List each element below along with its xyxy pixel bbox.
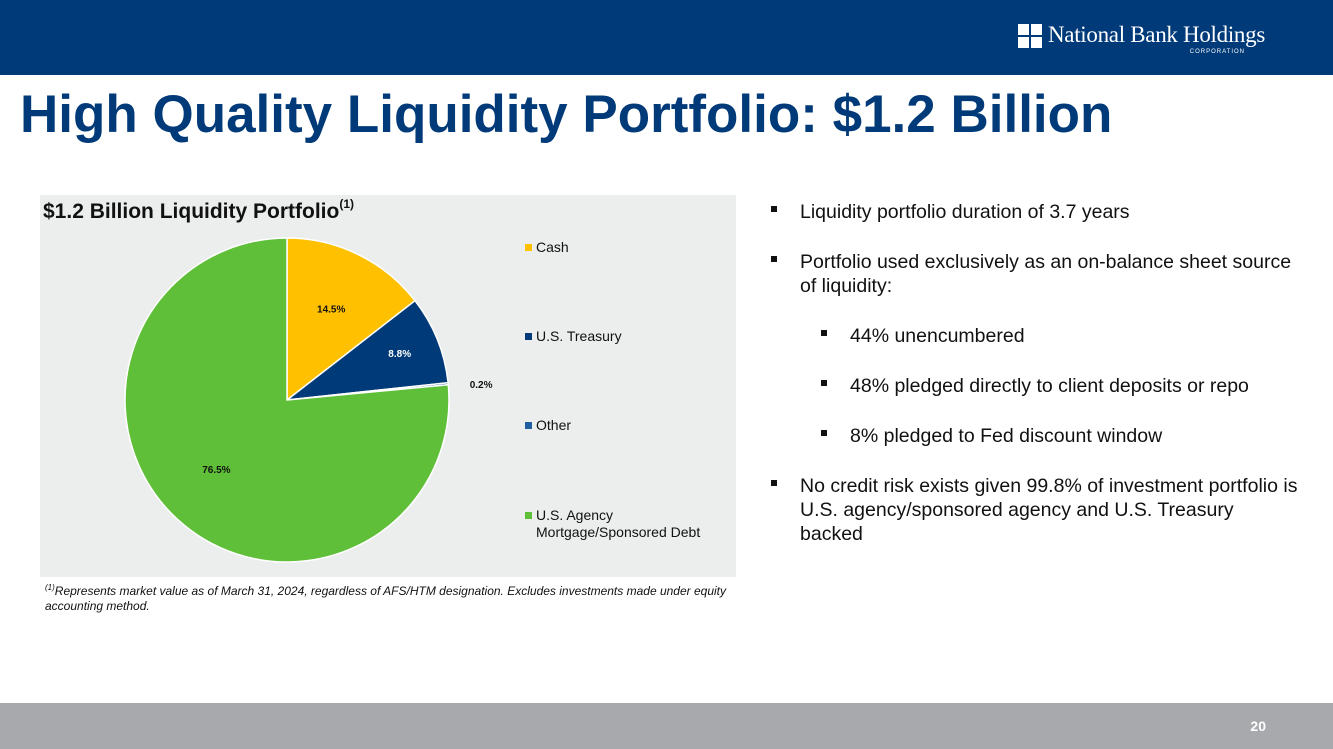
legend-swatch (525, 512, 532, 519)
bullet-list: Liquidity portfolio duration of 3.7 year… (770, 200, 1300, 546)
page-title: High Quality Liquidity Portfolio: $1.2 B… (20, 85, 1113, 144)
square-bullet-icon (821, 330, 827, 336)
bullet-text: Portfolio used exclusively as an on-bala… (800, 251, 1292, 297)
footnote-text: Represents market value as of March 31, … (45, 584, 727, 613)
pie-slice-4 (124, 237, 450, 563)
chart-title: $1.2 Billion Liquidity Portfolio(1) (43, 197, 355, 224)
footnote: (1)Represents market value as of March 3… (45, 584, 735, 614)
bullet-item: Liquidity portfolio duration of 3.7 year… (770, 200, 1300, 224)
pie-data-label: 76.5% (202, 465, 230, 476)
square-bullet-icon (771, 256, 777, 262)
legend-swatch (525, 422, 532, 429)
page-number: 20 (1250, 718, 1266, 734)
legend-swatch (525, 244, 532, 251)
sub-bullet-item: 8% pledged to Fed discount window (770, 424, 1300, 448)
bullet-text: No credit risk exists given 99.8% of inv… (800, 475, 1298, 545)
bullet-text: 8% pledged to Fed discount window (850, 425, 1163, 447)
footnote-marker: (1) (45, 583, 55, 592)
company-logo: National Bank Holdings CORPORATION (1018, 22, 1265, 56)
pie-slice-2 (286, 299, 449, 401)
sub-bullet-item: 44% unencumbered (770, 324, 1300, 348)
legend-item: U.S. Treasury (525, 328, 716, 345)
pie-data-label: 14.5% (317, 304, 345, 315)
chart-title-superscript: (1) (339, 197, 355, 211)
bullet-text: Liquidity portfolio duration of 3.7 year… (800, 201, 1130, 223)
legend-item: U.S. Agency Mortgage/Sponsored Debt (525, 507, 716, 541)
legend-label: U.S. Agency Mortgage/Sponsored Debt (536, 507, 701, 540)
four-square-logo-icon (1018, 24, 1042, 48)
square-bullet-icon (771, 206, 777, 212)
logo-subtitle: CORPORATION (1189, 49, 1245, 55)
pie-slice-1 (286, 237, 416, 401)
pie-chart-panel: 14.5% 8.8% 0.2% 76.5% $1.2 Billion Liquidit… (40, 195, 736, 577)
footer-bar: 20 (0, 703, 1333, 749)
bullet-text: 44% unencumbered (850, 325, 1025, 347)
legend-swatch (525, 333, 532, 340)
square-bullet-icon (771, 480, 777, 486)
square-bullet-icon (821, 380, 827, 386)
pie-data-label: 0.2% (470, 380, 493, 391)
square-bullet-icon (821, 430, 827, 436)
chart-title-text: $1.2 Billion Liquidity Portfolio (43, 200, 340, 223)
legend-item: Cash (525, 239, 716, 256)
legend-label: Other (536, 417, 572, 433)
pie-data-label: 8.8% (388, 349, 411, 360)
logo-name: National Bank Holdings (1048, 22, 1265, 47)
sub-bullet-item: 48% pledged directly to client deposits … (770, 374, 1300, 398)
bullet-item: No credit risk exists given 99.8% of inv… (770, 474, 1300, 546)
top-banner: National Bank Holdings CORPORATION (0, 0, 1333, 75)
legend-item: Other (525, 417, 716, 434)
bullet-item: Portfolio used exclusively as an on-bala… (770, 250, 1300, 298)
pie-chart: 14.5% 8.8% 0.2% 76.5% (124, 237, 493, 563)
legend-label: U.S. Treasury (536, 328, 622, 344)
legend-label: Cash (536, 239, 569, 255)
bullet-text: 48% pledged directly to client deposits … (850, 375, 1249, 397)
